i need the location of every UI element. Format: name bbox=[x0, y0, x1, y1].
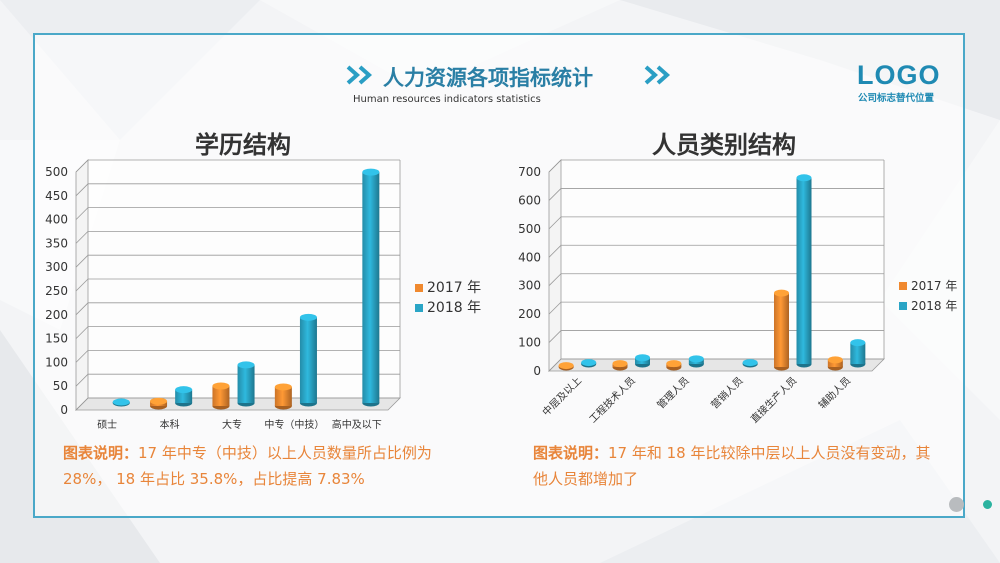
chart-title-education: 学历结构 bbox=[195, 131, 291, 159]
gridline bbox=[548, 273, 884, 286]
decor-dot bbox=[983, 500, 992, 509]
x-tick-label: 高中及以下 bbox=[332, 418, 382, 431]
gridline bbox=[75, 159, 400, 173]
y-tick-label: 200 bbox=[45, 308, 68, 322]
y-tick-label: 450 bbox=[45, 189, 68, 203]
legend-swatch bbox=[415, 304, 423, 312]
bar-2017 bbox=[150, 397, 168, 410]
note-text: 17 年中专（中技）以上人员数量所占比例为 28%， 18 年占比 35.8%，… bbox=[63, 444, 432, 488]
chart-note-left: 图表说明：17 年中专（中技）以上人员数量所占比例为 28%， 18 年占比 3… bbox=[63, 440, 463, 492]
x-tick-label: 工程技术人员 bbox=[586, 374, 638, 426]
gridline bbox=[548, 244, 884, 258]
logo-caption: 公司标志替代位置 bbox=[858, 93, 935, 104]
gridline bbox=[75, 349, 400, 363]
page-subtitle: Human resources indicators statistics bbox=[353, 94, 541, 105]
bar-2017 bbox=[774, 289, 789, 371]
bar-2018 bbox=[237, 361, 255, 407]
gridline bbox=[75, 230, 400, 244]
y-tick-label: 200 bbox=[518, 307, 541, 321]
x-tick-label: 辅助人员 bbox=[816, 374, 853, 411]
bar-2017 bbox=[558, 362, 574, 371]
legend-label: 2018 年 bbox=[427, 300, 481, 316]
gridline bbox=[548, 159, 884, 173]
bar-2018 bbox=[850, 339, 866, 368]
y-tick-label: 0 bbox=[533, 364, 541, 378]
bar-2017 bbox=[827, 356, 843, 371]
x-tick-label: 营销人员 bbox=[708, 374, 745, 411]
bar-2018 bbox=[112, 398, 130, 407]
y-tick-label: 500 bbox=[518, 222, 541, 236]
gridline bbox=[75, 183, 400, 197]
gridline bbox=[75, 278, 400, 292]
legend-swatch bbox=[899, 282, 907, 290]
y-tick-label: 250 bbox=[45, 284, 68, 298]
note-label: 图表说明： bbox=[63, 444, 139, 462]
gridline bbox=[75, 373, 400, 387]
gridline bbox=[75, 326, 400, 339]
y-tick-label: 300 bbox=[45, 260, 68, 274]
gridline bbox=[75, 397, 400, 411]
note-text: 17 年和 18 年比较除中层以上人员没有变动，其他人员都增加了 bbox=[533, 444, 931, 488]
decor-dot bbox=[949, 497, 964, 512]
plot-back-wall bbox=[561, 160, 884, 359]
legend-label: 2017 年 bbox=[427, 280, 481, 296]
chart-title-category: 人员类别结构 bbox=[652, 131, 796, 159]
page-title: 人力资源各项指标统计 bbox=[383, 66, 593, 90]
bar-2018 bbox=[175, 386, 193, 407]
x-tick-label: 中层及以上 bbox=[539, 374, 584, 419]
y-tick-label: 100 bbox=[45, 355, 68, 369]
bar-2017 bbox=[274, 383, 292, 410]
chevron-right-icon bbox=[346, 65, 373, 85]
gridline bbox=[75, 207, 400, 220]
y-tick-label: 500 bbox=[45, 165, 68, 179]
y-tick-label: 400 bbox=[45, 213, 68, 227]
chevron-right-icon bbox=[644, 65, 671, 85]
x-tick-label: 直接生产人员 bbox=[748, 374, 800, 426]
y-tick-label: 700 bbox=[518, 165, 541, 179]
bar-2017 bbox=[212, 382, 230, 410]
page-header: 人力资源各项指标统计 Human resources indicators st… bbox=[345, 60, 705, 110]
x-tick-label: 大专 bbox=[222, 418, 242, 431]
y-tick-label: 100 bbox=[518, 336, 541, 350]
gridline bbox=[75, 302, 400, 316]
bar-2017 bbox=[666, 360, 682, 371]
gridline bbox=[548, 216, 884, 230]
bar-2018 bbox=[688, 355, 704, 368]
legend-label: 2018 年 bbox=[911, 299, 957, 313]
y-tick-label: 0 bbox=[60, 403, 68, 417]
y-tick-label: 300 bbox=[518, 279, 541, 293]
chart-note-right: 图表说明：17 年和 18 年比较除中层以上人员没有变动，其他人员都增加了 bbox=[533, 440, 933, 492]
logo-text: LOGO bbox=[857, 60, 941, 90]
bar-2017 bbox=[612, 360, 628, 371]
bar-2018 bbox=[742, 359, 758, 368]
bar-2018 bbox=[635, 354, 650, 368]
x-tick-label: 硕士 bbox=[97, 418, 117, 431]
y-tick-label: 350 bbox=[45, 236, 68, 250]
x-tick-label: 中专（中技） bbox=[264, 418, 324, 431]
bar-2018 bbox=[796, 174, 812, 368]
y-tick-label: 400 bbox=[518, 250, 541, 264]
legend-label: 2017 年 bbox=[911, 279, 957, 293]
x-tick-label: 本科 bbox=[160, 418, 180, 431]
y-tick-label: 50 bbox=[53, 379, 68, 393]
legend-swatch bbox=[415, 284, 423, 292]
note-label: 图表说明： bbox=[533, 444, 609, 462]
bar-2018 bbox=[299, 313, 317, 407]
y-tick-label: 150 bbox=[45, 332, 68, 346]
legend-swatch bbox=[899, 302, 907, 310]
gridline bbox=[75, 254, 400, 268]
logo: LOGO 公司标志替代位置 bbox=[857, 60, 947, 105]
y-tick-label: 600 bbox=[518, 193, 541, 207]
x-tick-label: 管理人员 bbox=[654, 374, 691, 411]
plot-side-wall bbox=[548, 159, 562, 372]
bar-2018 bbox=[581, 359, 597, 368]
gridline bbox=[548, 188, 884, 201]
bar-2018 bbox=[362, 168, 380, 407]
